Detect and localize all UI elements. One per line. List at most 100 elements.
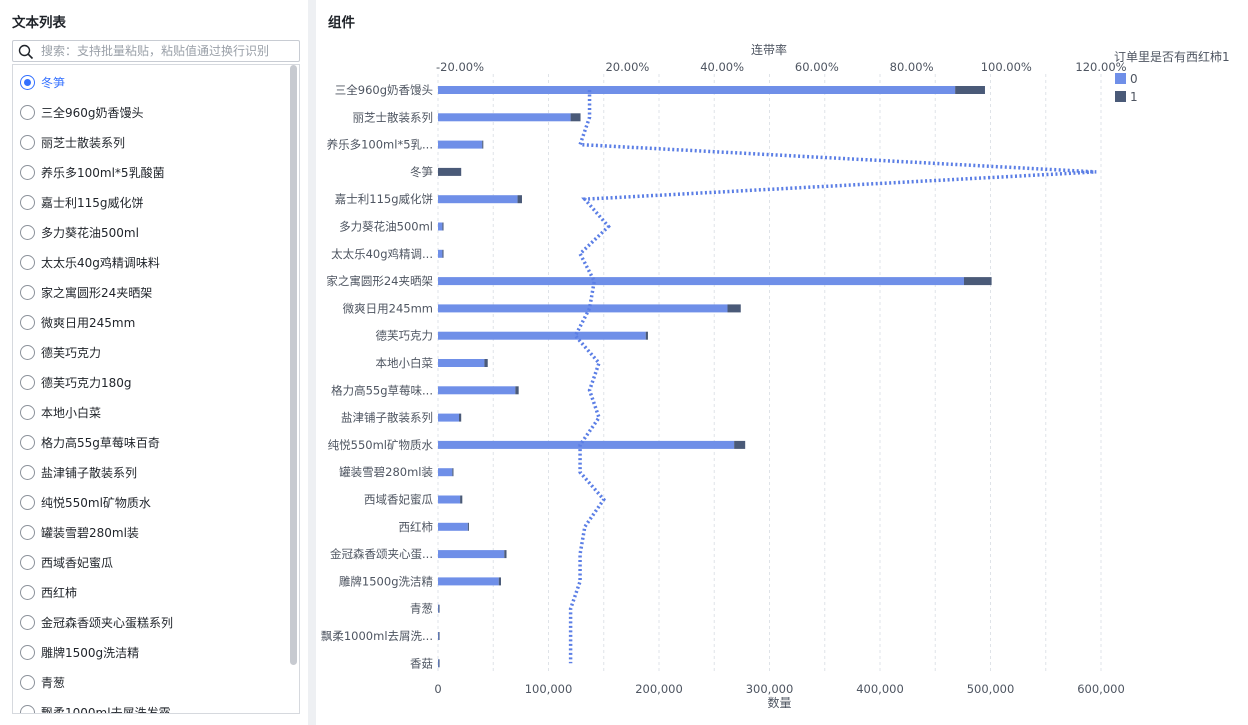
top-tick-label: 120.00%	[1075, 60, 1126, 74]
bar-segment	[438, 222, 443, 231]
y-category-label: 西红柿	[399, 520, 434, 534]
bar-segment	[504, 550, 507, 559]
list-item-label: 太太乐40g鸡精调味料	[41, 255, 160, 270]
radio-button[interactable]	[20, 494, 35, 510]
text-list[interactable]: 冬笋三全960g奶香馒头丽芝士散装系列养乐多100ml*5乳酸菌 嘉士利115g威…	[12, 64, 300, 714]
radio-button[interactable]	[20, 464, 35, 480]
legend-label: 0	[1130, 72, 1138, 86]
list-scrollbar[interactable]	[290, 65, 297, 665]
combo-chart: 0 100,000 200,000 300,000 400,000 500,000 600,…	[321, 42, 1230, 710]
list-item-label: 格力高55g草莓味百奇	[41, 435, 160, 450]
bar-segment	[438, 632, 440, 640]
bar-segment	[517, 195, 522, 204]
radio-button[interactable]	[20, 254, 35, 270]
bar-segment	[645, 331, 648, 340]
radio-button[interactable]	[20, 164, 35, 180]
list-item-label: 金冠森香颂夹心蛋糕系列	[41, 615, 174, 630]
radio-button[interactable]	[20, 284, 35, 300]
bar-segment	[438, 413, 459, 422]
list-item-label: 养乐多100ml*5乳酸菌	[41, 165, 165, 180]
list-item[interactable]: 冬笋	[13, 67, 288, 97]
list-item[interactable]: 盐津铺子散装系列	[13, 457, 288, 487]
radio-button[interactable]	[20, 524, 35, 540]
radio-button[interactable]	[20, 374, 35, 390]
radio-button[interactable]	[20, 674, 35, 690]
radio-button[interactable]	[20, 434, 35, 450]
list-item-label: 西红柿	[41, 585, 78, 600]
bar-segment	[438, 604, 440, 613]
bar-segment	[498, 577, 501, 586]
bar-segment	[452, 468, 454, 477]
list-item[interactable]: 雕牌1500g洗洁精	[13, 637, 288, 667]
bar-segment	[438, 468, 453, 477]
list-item[interactable]: 纯悦550ml矿物质水	[13, 487, 288, 517]
bar-segment	[438, 632, 439, 640]
list-item[interactable]: 家之寓圆形24夹晒架	[13, 277, 288, 307]
y-category-label: 太太乐40g鸡精调...	[331, 247, 433, 261]
list-item-label: 德芙巧克力180g	[41, 375, 132, 390]
bar-segment	[438, 440, 735, 449]
bar-segment	[438, 359, 485, 367]
radio-button[interactable]	[20, 584, 35, 600]
list-item[interactable]: 德芙巧克力	[13, 337, 288, 367]
list-item[interactable]: 金冠森香颂夹心蛋糕系列	[13, 607, 288, 637]
list-item[interactable]: 多力葵花油500ml	[13, 217, 288, 247]
list-item[interactable]: 微爽日用245mm	[13, 307, 288, 337]
list-item-label: 嘉士利115g威化饼	[41, 195, 144, 210]
list-item[interactable]: 飘柔1000ml去屑洗发露	[13, 697, 288, 713]
radio-button[interactable]	[20, 704, 35, 713]
list-item-label: 本地小白菜	[41, 405, 102, 420]
list-item-label: 罐装雪碧280ml装	[41, 525, 139, 540]
bar-segment	[438, 331, 646, 340]
bar-segment	[438, 195, 518, 204]
list-item-label: 三全960g奶香馒头	[41, 105, 144, 120]
search-box[interactable]	[12, 40, 300, 62]
search-input[interactable]	[41, 43, 291, 59]
list-item[interactable]: 太太乐40g鸡精调味料	[13, 247, 288, 277]
list-item-label: 青葱	[41, 675, 66, 690]
radio-button[interactable]	[20, 344, 35, 360]
bar-segment	[438, 113, 571, 122]
list-item[interactable]: 西红柿	[13, 577, 288, 607]
radio-button[interactable]	[20, 554, 35, 570]
x-axis-title: 数量	[767, 695, 791, 710]
y-category-label: 香菇	[410, 656, 433, 670]
text-list-panel: 文本列表 冬笋三全960g奶香馒头丽芝士散装系列养乐多100ml*5乳酸菌嘉士利…	[0, 0, 308, 725]
radio-button[interactable]	[20, 314, 35, 330]
radio-button[interactable]	[20, 614, 35, 630]
list-item[interactable]: 格力高55g草莓味百奇	[13, 427, 288, 457]
radio-button[interactable]	[20, 104, 35, 120]
y-category-label: 养乐多100ml*5乳...	[327, 138, 433, 152]
bar-segment	[438, 277, 964, 286]
bar-segment	[438, 386, 516, 395]
list-item[interactable]: 西域香妃蜜瓜	[13, 547, 288, 577]
bar-segment	[442, 249, 444, 258]
y-category-label: 西域香妃蜜瓜	[364, 493, 433, 507]
list-item[interactable]: 本地小白菜	[13, 397, 288, 427]
list-item[interactable]: 嘉士利115g威化饼	[13, 187, 288, 217]
bar-segment	[438, 522, 468, 531]
list-item[interactable]: 青葱	[13, 667, 288, 697]
list-item[interactable]: 德芙巧克力180g	[13, 367, 288, 397]
y-category-label: 丽芝士散装系列	[353, 110, 434, 124]
radio-button[interactable]	[20, 224, 35, 240]
radio-button[interactable]	[20, 404, 35, 420]
bar-segment	[484, 359, 488, 367]
x-tick-label: 100,000	[525, 682, 573, 696]
list-item[interactable]: 丽芝士散装系列	[13, 127, 288, 157]
radio-button[interactable]	[20, 644, 35, 660]
bar-segment	[482, 140, 484, 149]
bar-segment	[734, 440, 746, 449]
radio-button[interactable]	[20, 134, 35, 150]
radio-button[interactable]	[20, 194, 35, 210]
bar-segment	[458, 413, 462, 422]
list-item[interactable]: 养乐多100ml*5乳酸菌	[13, 157, 288, 187]
list-item-label: 冬笋	[41, 75, 66, 90]
list-item[interactable]: 三全960g奶香馒头	[13, 97, 288, 127]
chart-panel-title: 组件	[328, 15, 355, 31]
list-item[interactable]: 罐装雪碧280ml装	[13, 517, 288, 547]
bar-segment	[438, 86, 956, 94]
bar-segment	[963, 277, 992, 286]
chart-panel: 组件 0 100,000 200,000 300,000 400,000 500,000 6…	[316, 0, 1248, 725]
radio-button[interactable]	[20, 74, 35, 90]
